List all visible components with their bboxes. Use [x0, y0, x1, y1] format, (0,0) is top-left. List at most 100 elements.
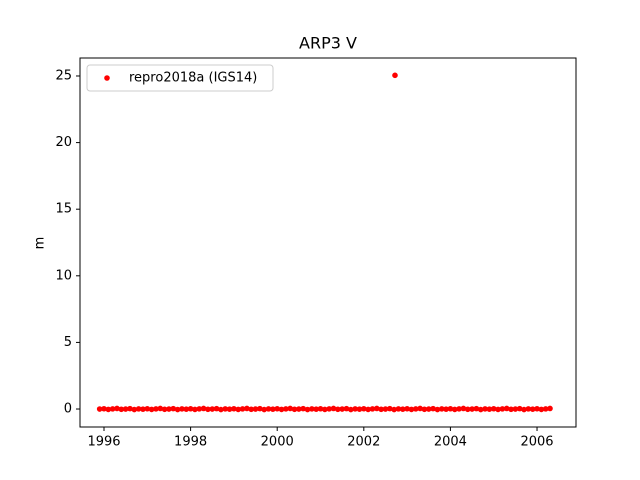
point: [469, 406, 475, 412]
point: [205, 406, 211, 413]
point: [412, 406, 419, 412]
plot-frame: [79, 57, 577, 428]
point: [166, 406, 172, 412]
point: [274, 405, 281, 412]
point: [265, 406, 272, 412]
x-tick-label: 2000: [261, 435, 294, 450]
point: [417, 405, 423, 412]
point: [391, 406, 397, 413]
point: [365, 406, 371, 413]
point: [348, 406, 354, 413]
point: [521, 406, 527, 413]
point: [525, 406, 532, 412]
point: [170, 405, 177, 412]
y-axis-label: m: [33, 237, 48, 250]
point: [339, 406, 345, 412]
point: [252, 406, 259, 412]
point: [490, 405, 497, 412]
legend-marker: [104, 75, 110, 81]
point: [542, 406, 549, 412]
point: [296, 406, 302, 412]
point: [157, 405, 164, 412]
point: [235, 406, 242, 413]
point: [109, 406, 116, 412]
y-tick-label: 15: [55, 202, 72, 217]
point: [161, 406, 168, 413]
point: [291, 406, 298, 413]
y-tick-label: 0: [64, 402, 72, 417]
point: [122, 406, 129, 412]
point: [482, 406, 488, 412]
point: [378, 406, 384, 413]
point: [105, 406, 112, 413]
point: [304, 406, 311, 413]
point: [300, 405, 306, 412]
point: [174, 406, 181, 413]
point: [309, 406, 315, 412]
point: [244, 405, 250, 412]
point: [313, 406, 319, 412]
point: [101, 405, 107, 412]
point: [96, 406, 103, 412]
point: [382, 406, 389, 412]
point: [374, 405, 380, 412]
point: [443, 406, 449, 412]
point: [538, 406, 545, 413]
point: [460, 405, 467, 412]
chart-title: ARP3 V: [299, 34, 357, 53]
point: [192, 406, 198, 413]
point: [183, 406, 190, 412]
x-tick-label: 1996: [87, 435, 120, 450]
point: [131, 406, 138, 413]
point: [438, 406, 445, 412]
point: [317, 405, 324, 412]
y-tick-label: 5: [64, 335, 72, 350]
point: [495, 406, 501, 413]
point: [287, 405, 293, 412]
x-tick-label: 2004: [434, 435, 467, 450]
point: [153, 406, 159, 412]
point: [218, 406, 224, 413]
point: [512, 406, 519, 412]
point: [486, 406, 493, 412]
point: [322, 406, 328, 413]
point: [529, 406, 536, 412]
point: [196, 406, 203, 412]
point: [248, 406, 255, 413]
point: [534, 405, 540, 412]
point: [369, 406, 376, 412]
point: [408, 406, 415, 413]
point: [499, 406, 506, 412]
point: [386, 405, 393, 412]
point: [135, 406, 142, 412]
point: [144, 405, 151, 412]
point: [430, 405, 436, 412]
point: [140, 406, 146, 412]
point: [508, 406, 514, 413]
point: [421, 406, 428, 413]
legend-label: repro2018a (IGS14): [129, 71, 257, 86]
point: [148, 406, 155, 413]
point: [395, 406, 402, 412]
y-tick-label: 20: [55, 135, 72, 150]
point: [226, 406, 233, 412]
point: [356, 406, 363, 412]
point: [516, 405, 523, 412]
x-tick-label: 2006: [520, 435, 553, 450]
point: [404, 405, 410, 412]
point: [222, 406, 229, 412]
point: [326, 406, 332, 412]
point: [114, 405, 120, 412]
point: [257, 405, 263, 412]
point: [283, 406, 289, 412]
point: [335, 406, 341, 413]
y-tick-label: 25: [55, 68, 72, 83]
point: [547, 405, 553, 412]
point: [392, 72, 398, 79]
x-tick-label: 2002: [347, 435, 380, 450]
point: [425, 406, 432, 412]
point: [361, 405, 367, 412]
point: [434, 406, 441, 413]
point: [261, 406, 268, 413]
point: [187, 405, 194, 412]
